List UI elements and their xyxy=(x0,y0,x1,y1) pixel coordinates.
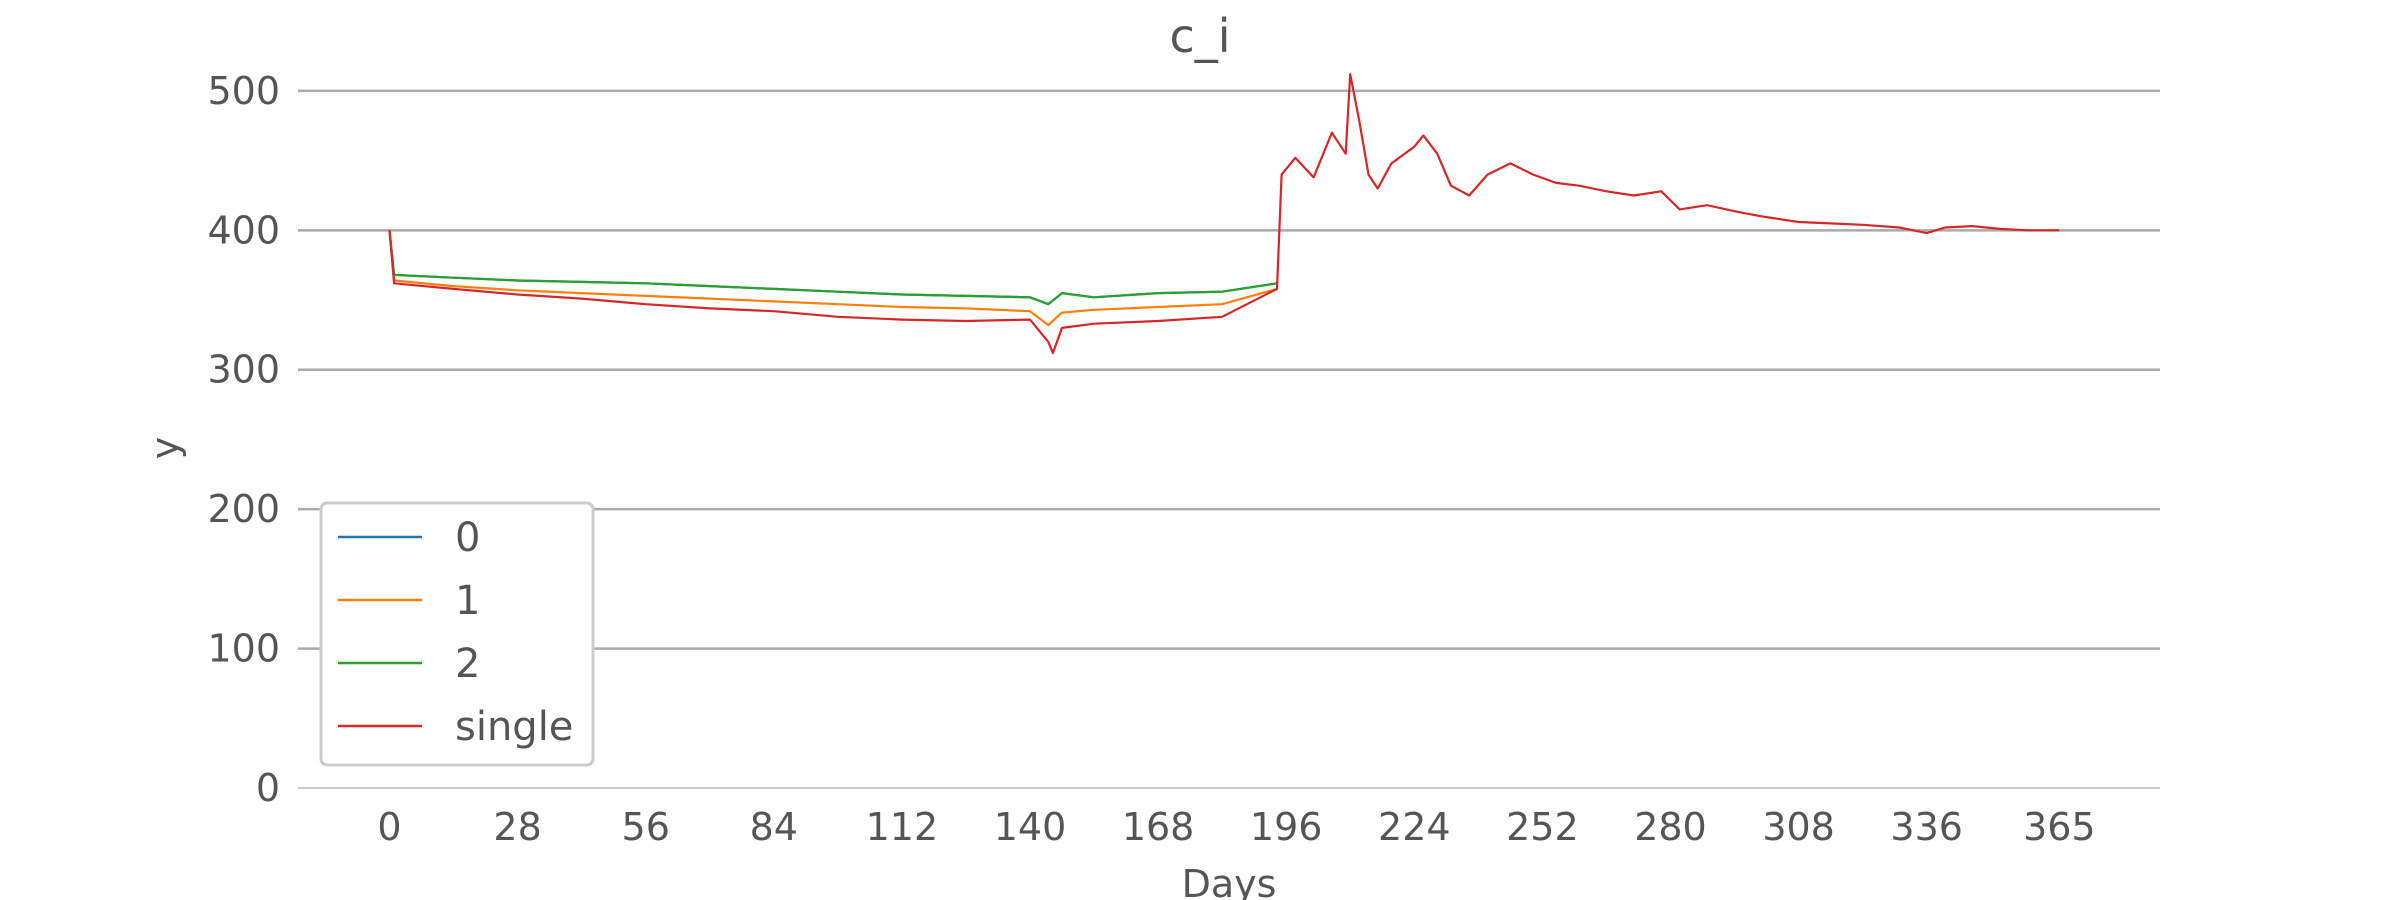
legend-label: 0 xyxy=(455,515,480,561)
x-tick-label: 196 xyxy=(1250,805,1323,849)
tick-labels: 0 100 200 300 400 500 0 28 56 84 112 140 168 196 224 25… xyxy=(207,69,2095,849)
legend-frame xyxy=(319,501,595,767)
y-tick-label: 100 xyxy=(207,627,280,671)
x-tick-label: 28 xyxy=(493,805,541,849)
y-tick-label: 200 xyxy=(207,487,280,531)
x-axis-label: Days xyxy=(1182,862,1277,900)
series-line-2 xyxy=(388,230,1278,306)
gridlines xyxy=(298,89,2160,650)
x-tick-label: 168 xyxy=(1122,805,1195,849)
y-tick-label: 500 xyxy=(207,69,280,113)
legend-label: 2 xyxy=(455,641,480,687)
x-tick-label: 365 xyxy=(2023,805,2096,849)
x-tick-label: 336 xyxy=(1890,805,1963,849)
series-line-1 xyxy=(388,230,1278,327)
y-tick-label: 400 xyxy=(207,208,280,252)
y-axis-label: y xyxy=(143,437,187,460)
x-tick-label: 252 xyxy=(1506,805,1579,849)
x-tick-label: 140 xyxy=(994,805,1067,849)
series-lines xyxy=(388,73,2060,355)
y-tick-label: 300 xyxy=(207,348,280,392)
legend-label: single xyxy=(455,704,573,750)
x-tick-label: 56 xyxy=(622,805,670,849)
x-tick-label: 112 xyxy=(866,805,939,849)
x-tick-label: 0 xyxy=(377,805,401,849)
x-tick-label: 84 xyxy=(750,805,798,849)
series-line-single xyxy=(388,73,2060,355)
legend: 0 1 2 single xyxy=(319,501,595,767)
x-tick-label: 224 xyxy=(1378,805,1451,849)
x-tick-label: 280 xyxy=(1634,805,1707,849)
legend-label: 1 xyxy=(455,578,480,624)
x-tick-label: 308 xyxy=(1762,805,1835,849)
y-tick-label: 0 xyxy=(256,766,280,810)
chart-title: c_i xyxy=(1169,9,1230,63)
